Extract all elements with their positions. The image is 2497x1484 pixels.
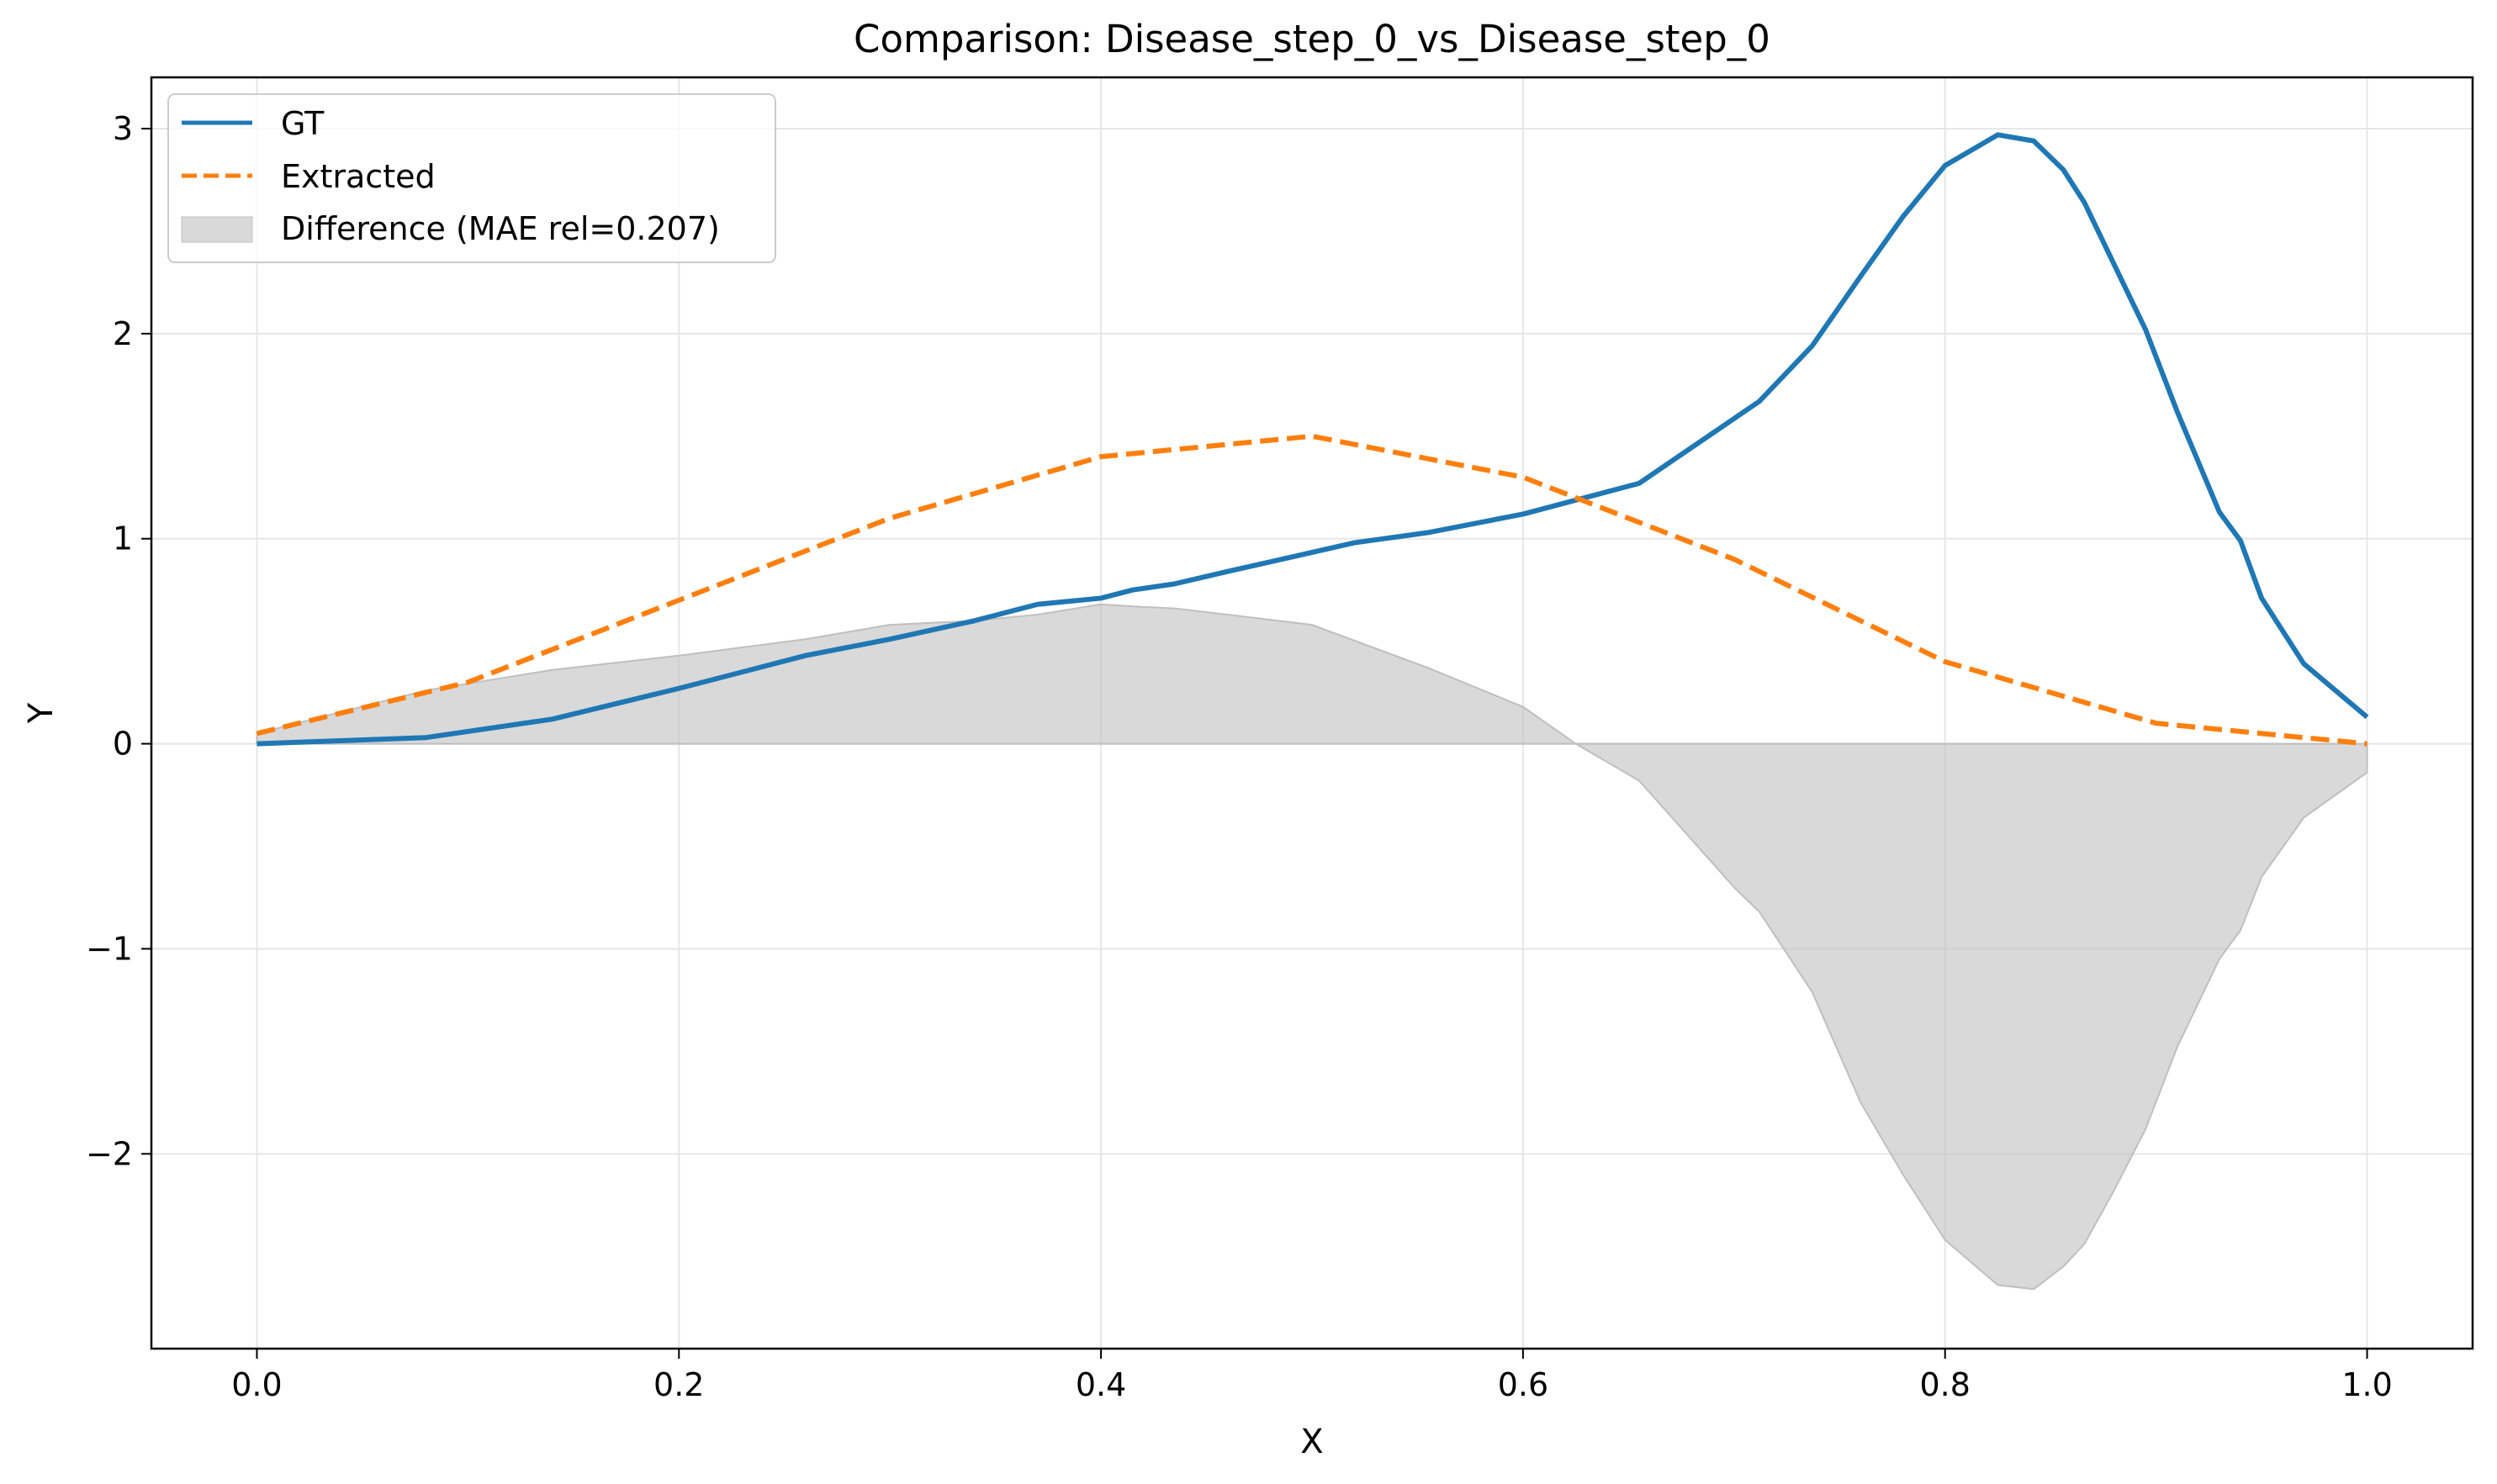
legend-swatch-difference (181, 216, 253, 243)
plot-frame (150, 76, 2474, 1350)
y-axis-ticks: −2 −1 0 1 2 3 (86, 110, 151, 1172)
x-axis-label: X (1300, 1423, 1323, 1461)
difference-fill (256, 603, 2368, 1291)
y-tick-label: −2 (86, 1135, 133, 1172)
legend-label-gt: GT (281, 105, 325, 142)
legend-label-extracted: Extracted (281, 158, 436, 195)
difference-area (256, 603, 2368, 1291)
y-axis-label: Y (22, 702, 61, 724)
x-tick-label: 0.4 (1076, 1366, 1126, 1403)
y-tick-label: 0 (113, 726, 133, 763)
x-tick-label: 0.2 (653, 1366, 704, 1403)
x-tick-label: 0.6 (1498, 1366, 1548, 1403)
x-tick-label: 0.8 (1920, 1366, 1971, 1403)
y-tick-label: 1 (113, 520, 133, 557)
series (256, 132, 2369, 747)
series-line-extracted (256, 433, 2367, 747)
x-tick-label: 0.0 (231, 1366, 282, 1403)
y-tick-label: 3 (113, 110, 133, 147)
x-axis-ticks: 0.0 0.2 0.4 0.6 0.8 1.0 (231, 1349, 2393, 1403)
legend: GT Extracted Difference (MAE rel=0.207) (167, 93, 776, 263)
y-tick-label: −1 (86, 930, 133, 967)
legend-box (167, 93, 776, 263)
legend-label-difference: Difference (MAE rel=0.207) (281, 210, 720, 247)
x-tick-label: 1.0 (2341, 1366, 2392, 1403)
series-line-gt (257, 132, 2369, 747)
chart-title: Comparison: Disease_step_0_vs_Disease_st… (854, 17, 1770, 61)
y-tick-label: 2 (113, 315, 133, 352)
